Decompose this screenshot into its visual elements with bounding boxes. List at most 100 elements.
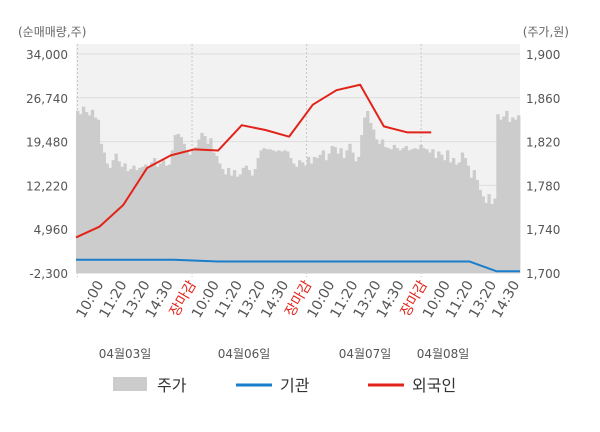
- price-bar: [457, 162, 462, 273]
- price-bar: [164, 165, 169, 273]
- y-right-tick: 1,700: [526, 267, 560, 281]
- price-bar: [96, 119, 101, 273]
- price-bar: [392, 144, 397, 273]
- price-bar: [446, 150, 450, 273]
- price-bar: [295, 166, 299, 273]
- price-bar: [360, 135, 364, 273]
- price-bar: [454, 164, 459, 273]
- price-bar: [318, 154, 323, 273]
- y-left-tick: 19,480: [26, 136, 68, 150]
- y-left-tick: 34,000: [26, 48, 68, 62]
- price-bar: [152, 158, 157, 273]
- price-bar: [138, 167, 142, 273]
- price-bar: [292, 163, 296, 273]
- date-labels: 04월03일 04월06일 04월07일 04월08일: [99, 347, 470, 361]
- price-bar: [481, 196, 485, 273]
- price-bar: [132, 165, 136, 273]
- price-bar: [407, 150, 411, 273]
- price-bar: [511, 117, 515, 273]
- price-bar: [416, 149, 420, 273]
- price-bar: [161, 160, 166, 273]
- price-bar: [253, 168, 257, 273]
- price-bar: [286, 151, 290, 273]
- date-label: 04월06일: [218, 347, 271, 361]
- price-bar: [232, 170, 237, 273]
- price-bar: [466, 165, 471, 273]
- price-bar: [78, 114, 83, 273]
- price-bar: [395, 148, 400, 273]
- y-right-tick-labels: 1,900 1,860 1,820 1,780 1,740 1,700: [526, 48, 560, 281]
- price-bar: [241, 167, 246, 273]
- price-bar: [99, 143, 104, 273]
- price-bar: [224, 174, 228, 273]
- legend-label: 주가: [157, 376, 187, 395]
- price-bar: [354, 161, 358, 273]
- price-bar: [463, 158, 468, 273]
- price-bar: [413, 148, 417, 273]
- price-bar: [369, 122, 373, 273]
- price-bar: [505, 110, 509, 273]
- price-bar: [428, 152, 432, 273]
- y-left-tick: -2,300: [29, 267, 68, 281]
- price-bar: [377, 143, 382, 273]
- price-bar: [90, 109, 95, 273]
- price-bar: [440, 154, 444, 273]
- price-bar: [389, 149, 394, 273]
- price-bar: [434, 158, 438, 273]
- price-bar: [200, 132, 204, 273]
- price-bar: [84, 112, 89, 273]
- price-bar: [179, 137, 183, 273]
- price-bar: [514, 119, 518, 273]
- price-bar: [212, 152, 216, 273]
- price-bar: [108, 167, 112, 273]
- y-right-axis-title: (주가,원): [523, 25, 569, 39]
- y-right-tick: 1,860: [526, 92, 560, 106]
- price-bar: [351, 152, 355, 273]
- price-bar: [126, 171, 130, 273]
- foreign-series-layer: [75, 83, 432, 239]
- y-right-tick: 1,740: [526, 223, 560, 237]
- price-bar: [336, 153, 340, 273]
- price-bar: [283, 150, 287, 273]
- price-bar: [401, 148, 405, 273]
- y-left-tick-labels: 34,000 26,740 19,480 12,220 4,960 -2,300: [26, 48, 68, 281]
- price-bar: [215, 155, 219, 273]
- date-label: 04월08일: [417, 347, 470, 361]
- y-left-tick: 26,740: [26, 92, 68, 106]
- foreign-line: [75, 83, 432, 239]
- price-bar: [81, 106, 86, 273]
- price-bar: [372, 129, 376, 273]
- price-bar: [517, 115, 521, 273]
- date-label: 04월03일: [99, 347, 152, 361]
- price-bar: [437, 151, 441, 273]
- price-bar: [451, 158, 456, 273]
- price-bar: [363, 117, 367, 273]
- price-bar: [268, 149, 272, 273]
- date-label: 04월07일: [339, 347, 392, 361]
- price-bar: [176, 133, 180, 273]
- price-bar: [182, 143, 186, 273]
- price-bar: [309, 163, 314, 273]
- price-bar: [422, 148, 426, 273]
- price-bar: [114, 153, 118, 273]
- price-bar: [150, 162, 154, 273]
- price-bar: [425, 149, 429, 273]
- price-bar: [502, 116, 506, 273]
- price-bar: [259, 150, 263, 273]
- price-bar: [300, 162, 305, 273]
- price-bar: [144, 164, 148, 273]
- price-bar: [87, 115, 92, 273]
- price-bar: [244, 165, 249, 273]
- price-bar: [374, 139, 379, 273]
- price-bar: [274, 151, 278, 273]
- price-bar: [93, 117, 98, 273]
- price-bar: [315, 158, 320, 273]
- price-bar: [321, 150, 326, 273]
- price-bar: [333, 147, 337, 273]
- institution-line: [76, 258, 520, 273]
- price-bar: [330, 145, 334, 273]
- price-bar: [238, 174, 243, 273]
- price-bar: [129, 168, 133, 273]
